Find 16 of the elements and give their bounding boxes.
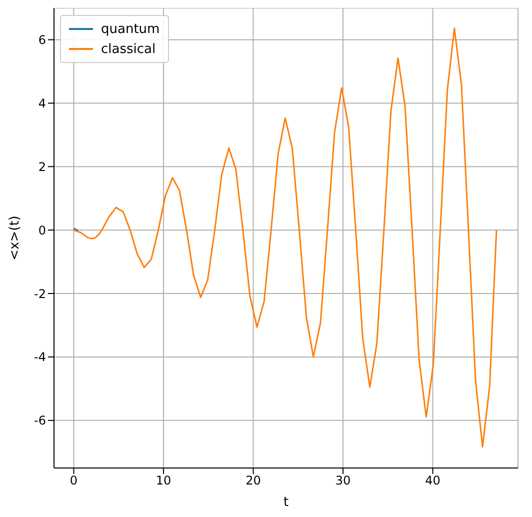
y-tick-label: -2: [34, 286, 46, 301]
y-tick-label: -6: [34, 414, 46, 428]
y-tick-label: -4: [34, 350, 46, 364]
x-axis-title: t: [283, 495, 289, 510]
legend-label: classical: [101, 42, 156, 56]
y-axis-title: <x>(t): [8, 216, 23, 260]
legend-label: quantum: [101, 22, 160, 36]
x-tick-label: 30: [335, 474, 351, 488]
y-tick-label: 4: [38, 96, 46, 110]
x-tick-label: 0: [70, 474, 78, 488]
x-tick-label: 40: [425, 474, 440, 488]
y-tick-label: 2: [38, 160, 46, 174]
x-tick-label: 20: [246, 474, 261, 488]
y-tick-label: 6: [38, 32, 46, 47]
x-tick-label: 10: [156, 474, 172, 488]
y-tick-label: 0: [38, 223, 46, 238]
